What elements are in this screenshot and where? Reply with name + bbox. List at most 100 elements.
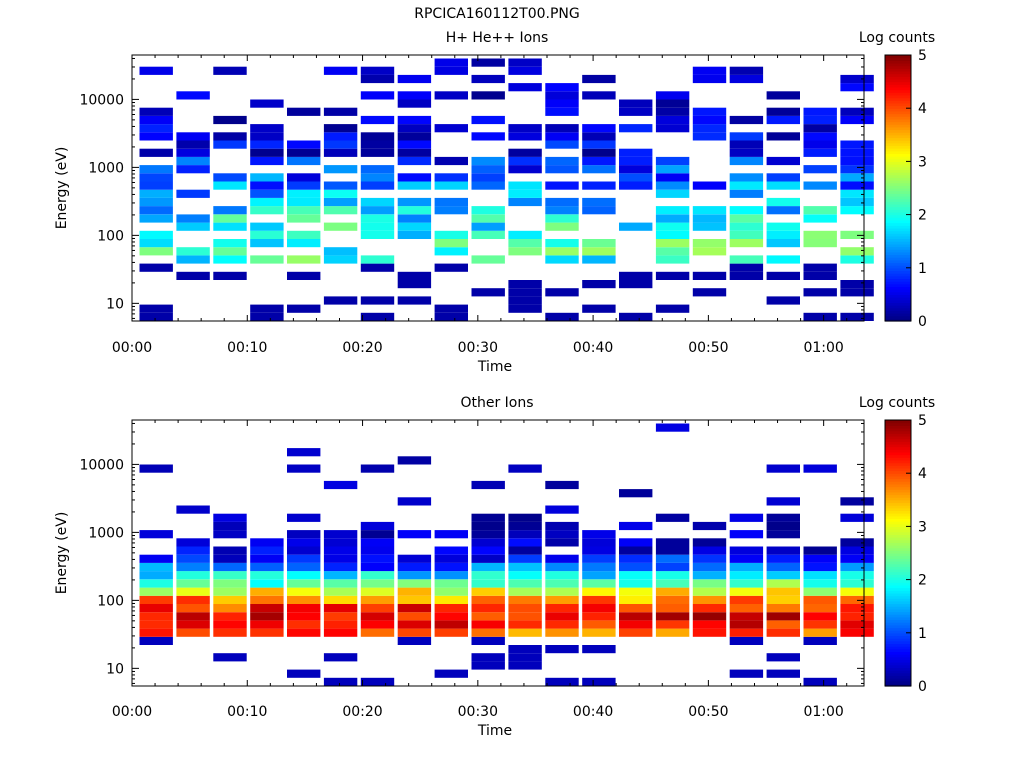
heatmap-cell xyxy=(729,140,764,149)
y-tick-label: 100 xyxy=(97,593,124,609)
x-tick-label: 00:50 xyxy=(688,704,728,720)
heatmap-cell xyxy=(213,513,247,522)
heatmap-cell xyxy=(139,165,173,174)
colorbar-segment xyxy=(885,587,911,591)
colorbar-segment xyxy=(885,177,911,181)
heatmap-cell xyxy=(176,579,210,588)
heatmap-cell xyxy=(729,628,764,637)
heatmap-cell xyxy=(139,464,173,473)
heatmap-cell xyxy=(582,165,616,174)
panel-other-ions: Other Ions Log counts Time Energy (eV) 0… xyxy=(54,395,935,739)
heatmap-cell xyxy=(692,538,727,547)
heatmap-cell xyxy=(582,628,616,637)
colorbar-segment xyxy=(885,145,911,149)
heatmap-cell xyxy=(397,140,432,149)
heatmap-cell xyxy=(840,247,874,256)
heatmap-cell xyxy=(766,612,800,621)
heatmap-cell xyxy=(176,546,210,555)
heatmap-cell xyxy=(250,124,284,133)
heatmap-cell xyxy=(766,115,800,125)
heatmap-cell xyxy=(766,239,800,248)
heatmap-cell xyxy=(360,140,395,149)
heatmap-cell xyxy=(139,124,173,133)
heatmap-cell xyxy=(287,189,321,198)
heatmap-cell xyxy=(766,653,800,662)
y-tick-label: 10 xyxy=(106,661,124,677)
heatmap-cell xyxy=(840,140,874,149)
heatmap-cell xyxy=(619,604,653,613)
colorbar-segment xyxy=(885,174,911,178)
heatmap-cell xyxy=(323,612,358,621)
heatmap-cell xyxy=(250,546,284,555)
heatmap-cell xyxy=(508,571,542,580)
colorbar-segment xyxy=(885,425,911,429)
heatmap-cell xyxy=(213,653,247,662)
colorbar-segment xyxy=(885,430,911,434)
heatmap-cell xyxy=(508,612,542,621)
heatmap-cell xyxy=(655,181,690,190)
heatmap-cell xyxy=(434,247,468,256)
heatmap-cell xyxy=(287,620,321,629)
colorbar: 0 1 2 3 4 5 xyxy=(884,48,927,330)
colorbar-segment xyxy=(885,521,911,525)
heatmap-cell xyxy=(582,140,616,149)
heatmap-cell xyxy=(766,579,800,588)
heatmap-cell xyxy=(619,489,653,498)
heatmap-cell xyxy=(545,247,579,256)
heatmap-cell xyxy=(655,214,690,223)
colorbar-tick-label: 4 xyxy=(918,466,927,482)
colorbar-frame xyxy=(884,54,912,322)
colorbar-segment xyxy=(885,92,911,96)
heatmap-cell xyxy=(729,230,764,239)
colorbar-segment xyxy=(885,608,911,613)
colorbar-segment xyxy=(885,595,911,599)
heatmap-cell xyxy=(471,595,505,604)
panel-h-he-ions: H+ He++ Ions Log counts Time Energy (eV)… xyxy=(54,30,935,375)
heatmap-cell xyxy=(176,247,210,256)
heatmap-cell xyxy=(766,497,800,506)
heatmap-cell xyxy=(655,538,690,547)
heatmap-cell xyxy=(176,604,210,613)
heatmap-cell xyxy=(360,66,395,75)
colorbar-segment xyxy=(885,558,911,562)
heatmap-cell xyxy=(619,587,653,596)
heatmap-cell xyxy=(766,206,800,215)
y-tick-label: 1000 xyxy=(88,525,124,541)
colorbar-segment xyxy=(885,481,911,485)
heatmap-cell xyxy=(655,304,690,313)
heatmap-cell xyxy=(323,165,358,174)
heatmap-cell xyxy=(692,521,727,531)
heatmap-cell xyxy=(139,263,173,272)
heatmap-cell xyxy=(397,620,432,629)
x-tick-label: 00:20 xyxy=(342,340,382,356)
colorbar-segment xyxy=(885,206,911,210)
heatmap-cell xyxy=(508,58,542,67)
heatmap-cell xyxy=(250,197,284,207)
heatmap-cell xyxy=(840,562,874,572)
heatmap-cell xyxy=(729,636,764,645)
heatmap-cell xyxy=(766,181,800,190)
heatmap-cell xyxy=(323,571,358,580)
colorbar-segment xyxy=(885,566,911,570)
heatmap-cell xyxy=(655,165,690,174)
heatmap-cell xyxy=(323,181,358,190)
heatmap-cell xyxy=(766,296,800,305)
heatmap-cell xyxy=(176,271,210,280)
heatmap-cell xyxy=(508,661,542,670)
colorbar-segment xyxy=(885,235,911,240)
colorbar-segment xyxy=(885,153,911,157)
heatmap-cell xyxy=(619,628,653,637)
heatmap-cell xyxy=(729,181,764,190)
colorbar-segment xyxy=(885,643,911,647)
colorbar-segment xyxy=(885,555,911,559)
heatmap-cell xyxy=(471,230,505,239)
heatmap-cell xyxy=(250,132,284,141)
heatmap-cell xyxy=(766,571,800,580)
heatmap-cell xyxy=(840,165,874,174)
colorbar-segment xyxy=(885,526,911,530)
colorbar-segment xyxy=(885,156,911,160)
colorbar-segment xyxy=(885,62,911,67)
colorbar-segment xyxy=(885,539,911,543)
heatmap-cell xyxy=(176,165,210,174)
colorbar-segment xyxy=(885,219,911,224)
